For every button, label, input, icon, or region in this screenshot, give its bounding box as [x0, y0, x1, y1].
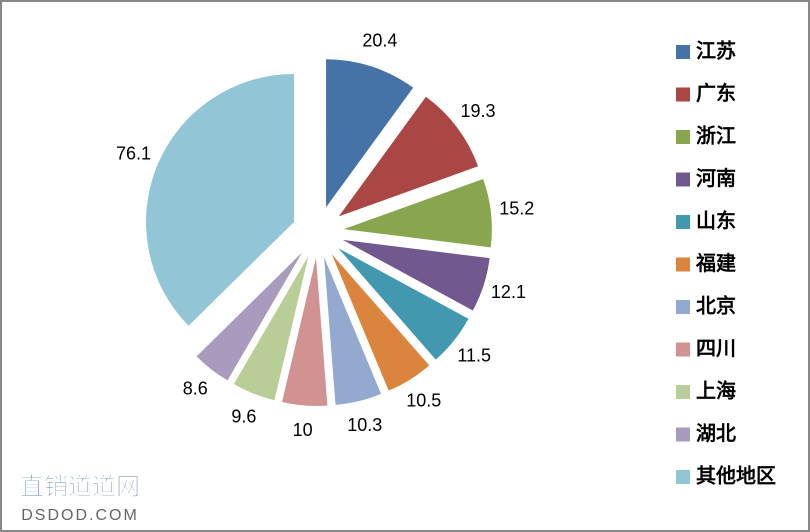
legend-label: 其他地区	[696, 463, 776, 487]
pie-slice	[342, 239, 490, 311]
data-label: 15.2	[499, 199, 534, 219]
legend-swatch	[676, 172, 690, 187]
pie-slice	[233, 256, 309, 401]
legend-label: 浙江	[696, 123, 736, 147]
data-label: 10.3	[347, 415, 382, 435]
legend-label: 四川	[696, 338, 736, 360]
data-label: 76.1	[116, 144, 151, 164]
legend-label: 湖北	[696, 422, 736, 445]
data-label: 10.5	[406, 391, 441, 411]
legend-swatch	[676, 342, 690, 357]
legend-label: 河南	[696, 167, 736, 190]
legend-label: 广东	[696, 81, 736, 105]
data-label: 20.4	[362, 31, 397, 51]
data-label: 11.5	[457, 346, 491, 366]
legend-swatch	[676, 45, 690, 59]
pie-slice	[282, 257, 328, 406]
legend-swatch	[676, 300, 690, 314]
pie-slice	[324, 257, 382, 405]
pie-slice	[326, 59, 414, 208]
pie-slice	[338, 96, 479, 217]
data-label: 9.6	[231, 407, 256, 427]
legend-swatch	[676, 427, 690, 442]
pie-slice	[196, 252, 303, 381]
legend-label: 山东	[696, 208, 736, 232]
watermark-title: 直销道道网	[20, 472, 140, 500]
legend-label: 上海	[696, 378, 736, 402]
legend-label: 北京	[696, 293, 736, 317]
data-label: 10	[293, 420, 313, 440]
legend-swatch	[676, 215, 690, 229]
legend-label: 江苏	[696, 39, 736, 62]
pie-slice	[343, 178, 492, 248]
data-label: 12.1	[491, 282, 526, 302]
pie-slice	[338, 248, 469, 360]
legend-label: 福建	[695, 251, 736, 275]
legend-swatch	[676, 257, 690, 272]
legend-swatch	[676, 385, 690, 399]
legend-swatch	[676, 130, 690, 144]
watermark-url: DSDOD.COM	[21, 507, 139, 524]
pie-slice	[331, 254, 430, 391]
data-label: 19.3	[460, 101, 495, 121]
data-label: 8.6	[183, 379, 208, 399]
legend-swatch	[676, 470, 690, 484]
pie-slice	[146, 73, 295, 326]
legend-swatch	[676, 87, 690, 102]
